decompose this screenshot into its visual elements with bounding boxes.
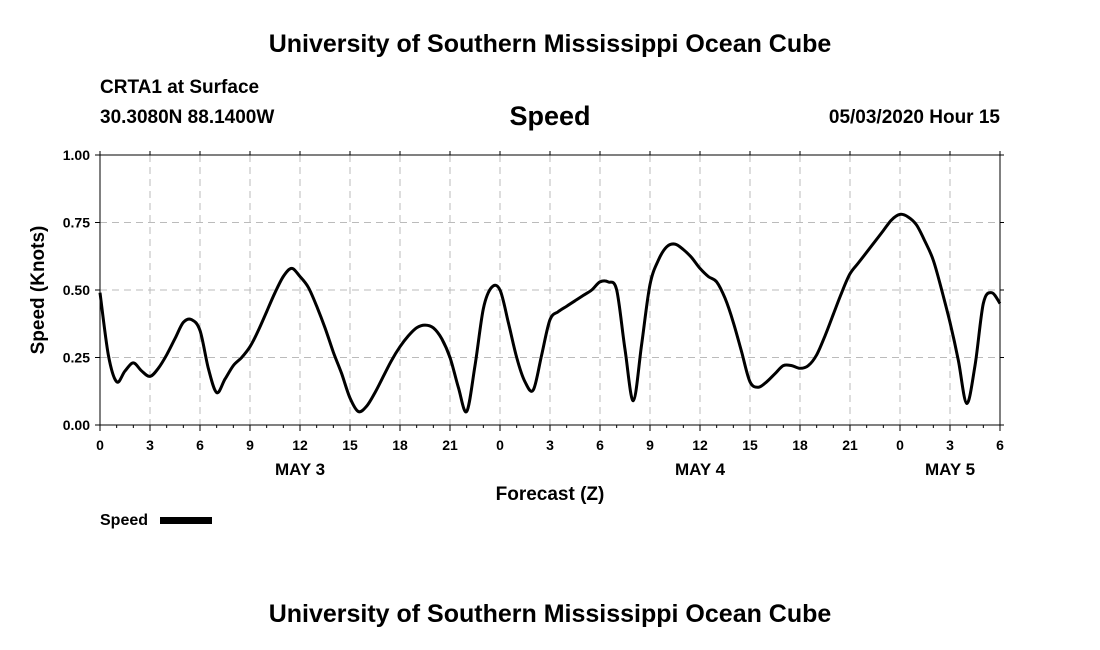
timestamp-label: 05/03/2020 Hour 15 (828, 107, 1000, 128)
x-tick-label: 6 (996, 437, 1004, 453)
x-tick-label: 3 (546, 437, 554, 453)
y-tick-label: 1.00 (63, 147, 90, 163)
day-label: MAY 3 (275, 460, 325, 479)
x-tick-label: 0 (896, 437, 904, 453)
x-tick-label: 0 (96, 437, 104, 453)
y-axis-title: Speed (Knots) (28, 226, 49, 355)
x-tick-label: 12 (292, 437, 308, 453)
x-tick-label: 12 (692, 437, 708, 453)
x-tick-label: 3 (146, 437, 154, 453)
x-tick-label: 9 (646, 437, 654, 453)
x-tick-label: 15 (742, 437, 758, 453)
coordinates-label: 30.3080N 88.1400W (100, 107, 275, 128)
x-tick-label: 21 (442, 437, 458, 453)
x-axis-title: Forecast (Z) (496, 484, 605, 505)
x-tick-label: 6 (196, 437, 204, 453)
bottom-title: University of Southern Mississippi Ocean… (268, 600, 832, 628)
y-tick-label: 0.00 (63, 417, 90, 433)
day-label: MAY 5 (925, 460, 975, 479)
y-axis: 0.00 0.25 0.50 0.75 1.00 (63, 147, 1004, 433)
x-tick-label: 0 (496, 437, 504, 453)
x-tick-label: 18 (792, 437, 808, 453)
x-tick-label: 15 (342, 437, 358, 453)
x-tick-label: 21 (842, 437, 858, 453)
legend-label: Speed (100, 512, 148, 529)
x-tick-label: 3 (946, 437, 954, 453)
y-tick-label: 0.75 (63, 215, 90, 231)
speed-series-line (98, 212, 1002, 414)
y-tick-label: 0.50 (63, 282, 90, 298)
x-tick-label: 6 (596, 437, 604, 453)
y-tick-label: 0.25 (63, 350, 90, 366)
x-axis: 0 3 6 9 12 15 18 21 0 3 6 9 12 15 18 21 0 3 6 (96, 151, 1004, 453)
day-labels: MAY 3 MAY 4 MAY 5 (275, 460, 975, 479)
x-tick-label: 9 (246, 437, 254, 453)
plot-title: Speed (509, 101, 591, 131)
day-label: MAY 4 (675, 460, 726, 479)
legend-swatch (160, 517, 212, 524)
top-title: University of Southern Mississippi Ocean… (268, 30, 832, 58)
station-label: CRTA1 at Surface (100, 77, 260, 98)
x-tick-label: 18 (392, 437, 408, 453)
grid-lines (100, 155, 1000, 425)
